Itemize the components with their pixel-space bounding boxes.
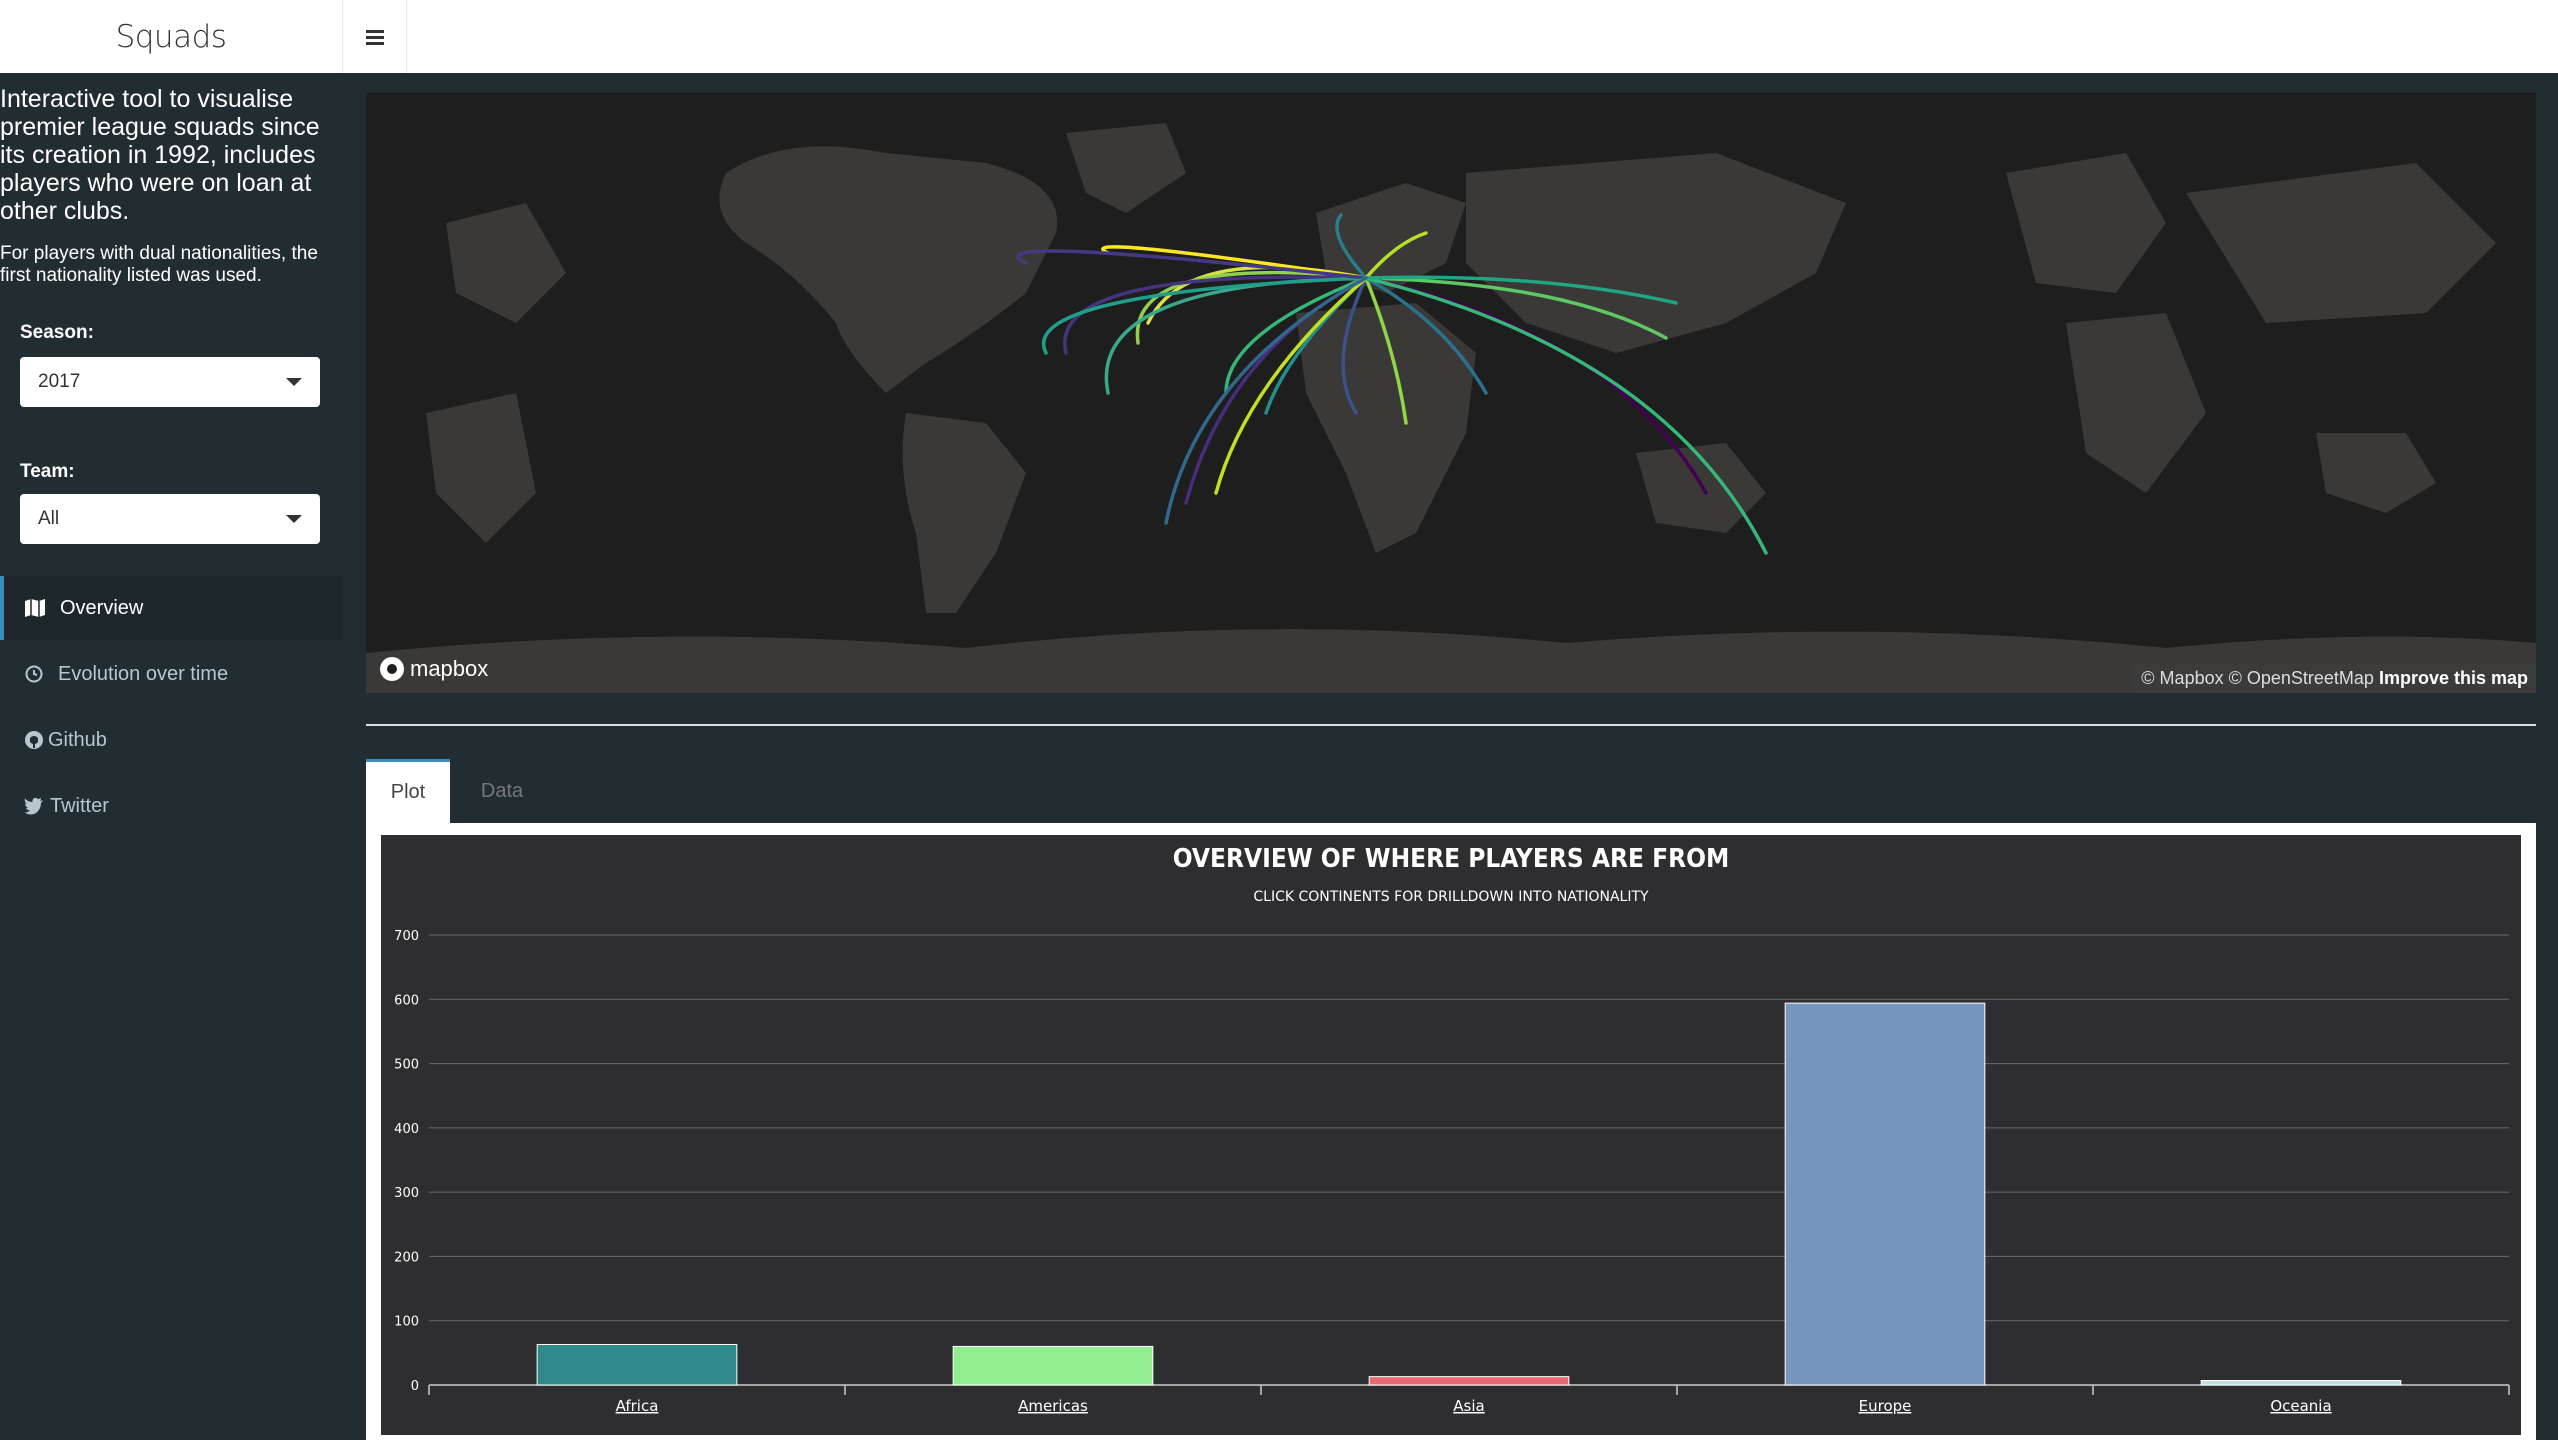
team-value: All [38, 508, 60, 529]
sidebar-item-label: Github [48, 728, 107, 751]
sidebar-item-evolution[interactable]: Evolution over time [0, 642, 343, 706]
tab-plot[interactable]: Plot [366, 759, 450, 823]
bar-chart[interactable]: OVERVIEW OF WHERE PLAYERS ARE FROM CLICK … [381, 835, 2521, 1435]
bar-americas[interactable] [952, 1345, 1154, 1386]
sidebar-item-twitter[interactable]: Twitter [0, 774, 343, 838]
team-label: Team: [20, 461, 75, 482]
map-icon [25, 599, 45, 617]
sidebar-toggle-button[interactable] [343, 0, 407, 73]
mapbox-logo-text: mapbox [410, 656, 489, 681]
y-tick-label: 300 [394, 1186, 419, 1201]
x-tick-label: Africa [616, 1397, 659, 1415]
chevron-down-icon [286, 378, 302, 386]
team-select[interactable]: All [20, 494, 320, 544]
github-icon [25, 731, 43, 749]
tab-bar: Plot Data [366, 759, 554, 823]
x-tick-label: Americas [1018, 1397, 1088, 1415]
y-tick-label: 500 [394, 1058, 419, 1073]
map-attribution: © Mapbox © OpenStreetMap Improve this ma… [2133, 664, 2536, 693]
x-tick-label: Europe [1859, 1397, 1912, 1415]
dual-nationality-note: For players with dual nationalities, the… [0, 243, 318, 286]
y-tick-label: 100 [394, 1315, 419, 1330]
intro-text: Interactive tool to visualise premier le… [0, 85, 320, 225]
bar-asia[interactable] [1368, 1376, 1570, 1386]
x-tick-label: Asia [1453, 1397, 1484, 1415]
chart-title: OVERVIEW OF WHERE PLAYERS ARE FROM [1173, 844, 1730, 874]
bar-oceania[interactable] [2200, 1380, 2402, 1386]
top-header: Squads [0, 0, 2558, 73]
season-value: 2017 [38, 371, 81, 392]
mapbox-logo[interactable]: mapbox [378, 655, 488, 683]
clock-icon [25, 665, 43, 683]
y-tick-label: 0 [411, 1379, 419, 1394]
y-tick-label: 400 [394, 1122, 419, 1137]
main-content: mapbox © Mapbox © OpenStreetMap Improve … [343, 73, 2558, 1440]
sidebar-item-overview[interactable]: Overview [0, 576, 343, 640]
mapbox-icon [380, 657, 404, 681]
season-select[interactable]: 2017 [20, 357, 320, 407]
sidebar-item-label: Overview [60, 596, 144, 619]
chart-subtitle: CLICK CONTINENTS FOR DRILLDOWN INTO NATI… [1253, 889, 1649, 905]
y-tick-label: 600 [394, 993, 419, 1008]
tab-data[interactable]: Data [480, 779, 524, 802]
sidebar-item-label: Evolution over time [58, 662, 229, 685]
bar-europe[interactable] [1784, 1002, 1986, 1386]
attribution-text[interactable]: © Mapbox © OpenStreetMap [2141, 668, 2374, 688]
section-divider [366, 724, 2536, 726]
x-tick-label: Oceania [2270, 1397, 2331, 1415]
chart-panel: OVERVIEW OF WHERE PLAYERS ARE FROM CLICK … [366, 823, 2536, 1440]
world-map-canvas [366, 93, 2536, 693]
twitter-icon [24, 797, 43, 815]
sidebar-item-label: Twitter [50, 794, 109, 817]
bar-africa[interactable] [536, 1344, 738, 1386]
hamburger-icon [365, 29, 384, 45]
app-title[interactable]: Squads [0, 0, 343, 73]
sidebar: Interactive tool to visualise premier le… [0, 73, 343, 1440]
sidebar-item-github[interactable]: Github [0, 708, 343, 772]
season-label: Season: [20, 322, 94, 343]
y-tick-label: 700 [394, 929, 419, 944]
flow-map[interactable]: mapbox © Mapbox © OpenStreetMap Improve … [366, 93, 2536, 693]
improve-map-link[interactable]: Improve this map [2378, 668, 2528, 688]
chevron-down-icon [286, 515, 302, 523]
y-tick-label: 200 [394, 1250, 419, 1265]
